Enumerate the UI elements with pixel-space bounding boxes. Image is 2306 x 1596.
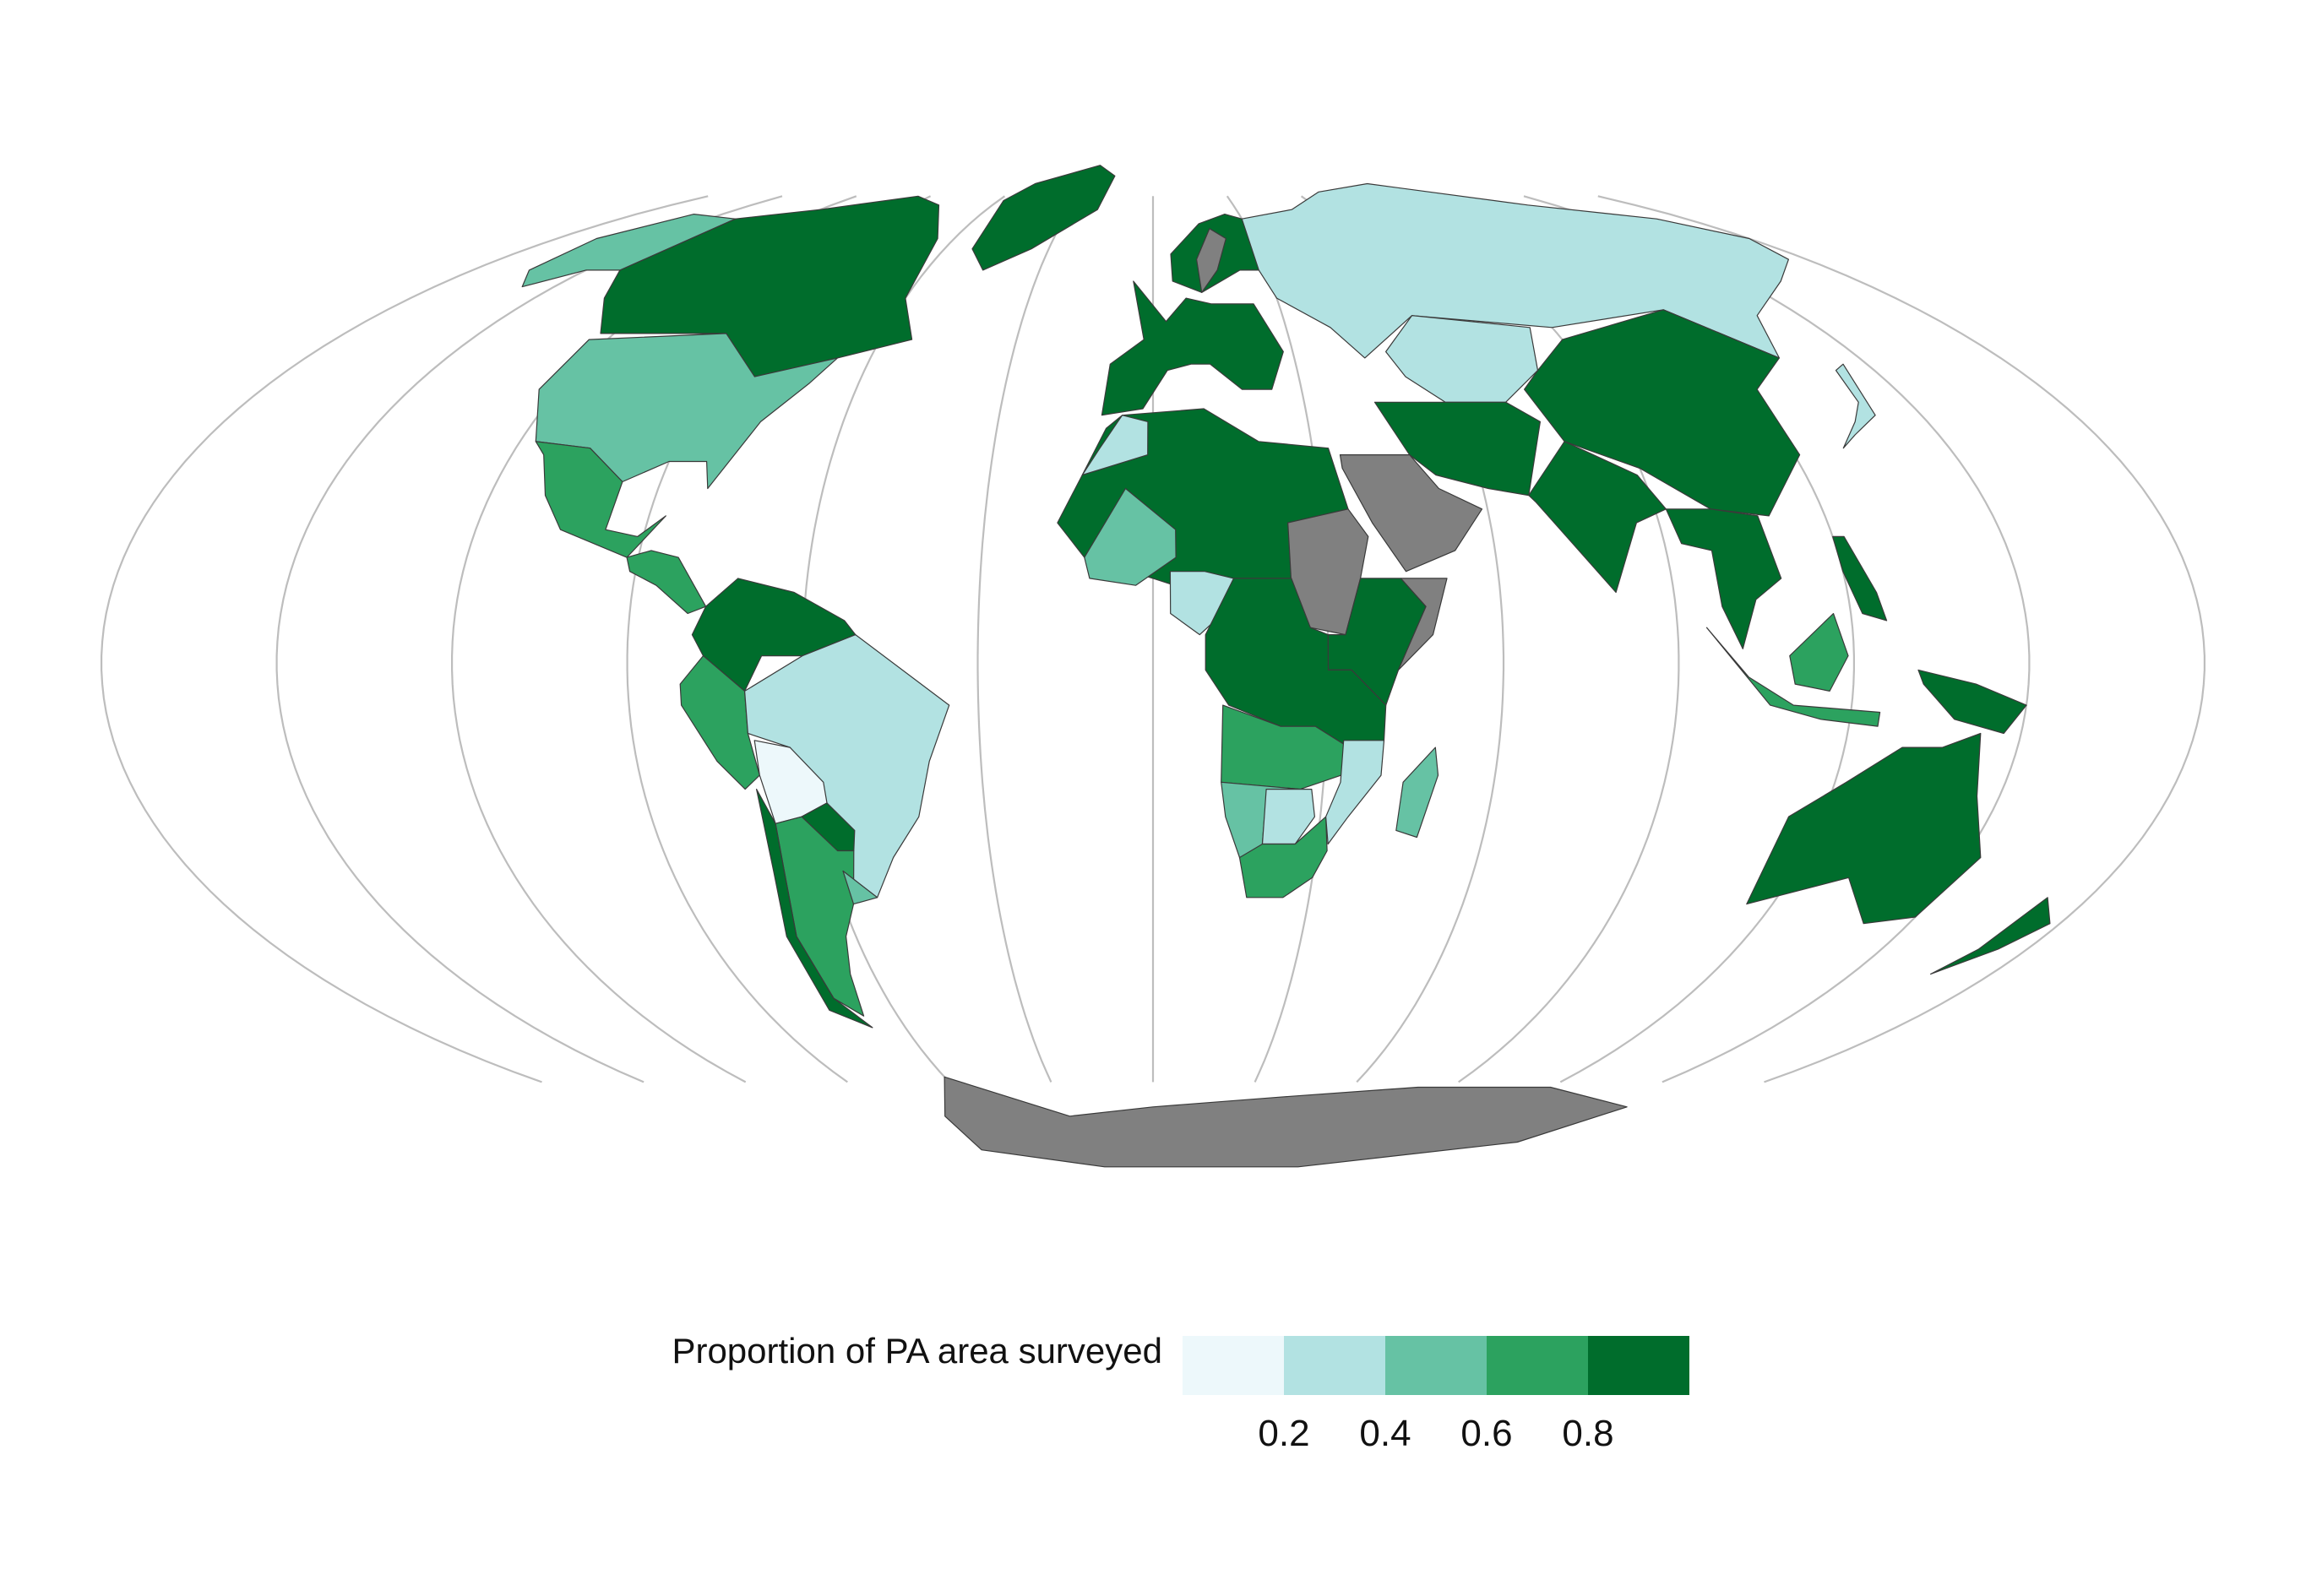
region-arabian-peninsula	[1339, 454, 1483, 573]
legend-swatch-2	[1385, 1336, 1487, 1395]
region-sweden	[1196, 228, 1226, 293]
region-southeast-asia	[1665, 508, 1782, 649]
legend-tick-1: 0.4	[1359, 1413, 1411, 1454]
region-uruguay	[842, 870, 878, 905]
region-madagascar	[1395, 746, 1439, 839]
region-papua-new-guinea	[1917, 669, 2027, 735]
region-europe-west	[1101, 280, 1284, 416]
region-india	[1528, 441, 1667, 594]
region-japan	[1835, 363, 1876, 449]
legend-swatch-4	[1588, 1336, 1689, 1395]
legend-swatch-0	[1183, 1336, 1284, 1395]
countries-layer	[521, 165, 2051, 1168]
region-china	[1524, 309, 1801, 517]
meridian--150	[275, 195, 783, 1083]
meridian-150	[1523, 195, 2031, 1083]
region-iran-pakistan	[1373, 401, 1541, 497]
legend-swatches	[1183, 1336, 1689, 1395]
region-mali	[1084, 487, 1177, 586]
region-alaska	[521, 214, 737, 288]
meridian-180	[1597, 195, 2205, 1083]
region-new-zealand	[1930, 897, 2051, 975]
legend: Proportion of PA area surveyed 0.2 0.4 0.6…	[672, 1331, 1689, 1454]
region-borneo	[1789, 612, 1849, 692]
region-botswana	[1261, 789, 1315, 845]
meridian--30	[976, 195, 1080, 1083]
region-indonesia	[1705, 627, 1881, 727]
legend-tick-2: 0.6	[1460, 1413, 1512, 1454]
region-central-america	[626, 550, 707, 615]
legend-title: Proportion of PA area surveyed	[672, 1331, 1162, 1371]
region-somalia	[1397, 578, 1448, 670]
region-philippines	[1832, 535, 1888, 622]
legend-ticks: 0.2 0.4 0.6 0.8	[1258, 1413, 1613, 1454]
legend-tick-0: 0.2	[1258, 1413, 1309, 1454]
region-central-africa	[1205, 578, 1387, 748]
region-australia	[1746, 732, 1982, 925]
region-antarctica	[944, 1076, 1628, 1168]
region-russia	[1241, 182, 1789, 359]
legend-swatch-1	[1284, 1336, 1385, 1395]
legend-tick-3: 0.8	[1562, 1413, 1613, 1454]
region-south-africa	[1238, 816, 1328, 898]
legend-swatch-3	[1487, 1336, 1588, 1395]
region-mozambique	[1325, 740, 1385, 845]
region-kazakhstan-central-asia	[1385, 315, 1539, 403]
region-greenland	[971, 165, 1116, 271]
region-morocco	[1081, 415, 1149, 476]
region-chile	[756, 789, 873, 1029]
region-mexico	[535, 441, 666, 558]
meridian--180	[101, 195, 709, 1083]
